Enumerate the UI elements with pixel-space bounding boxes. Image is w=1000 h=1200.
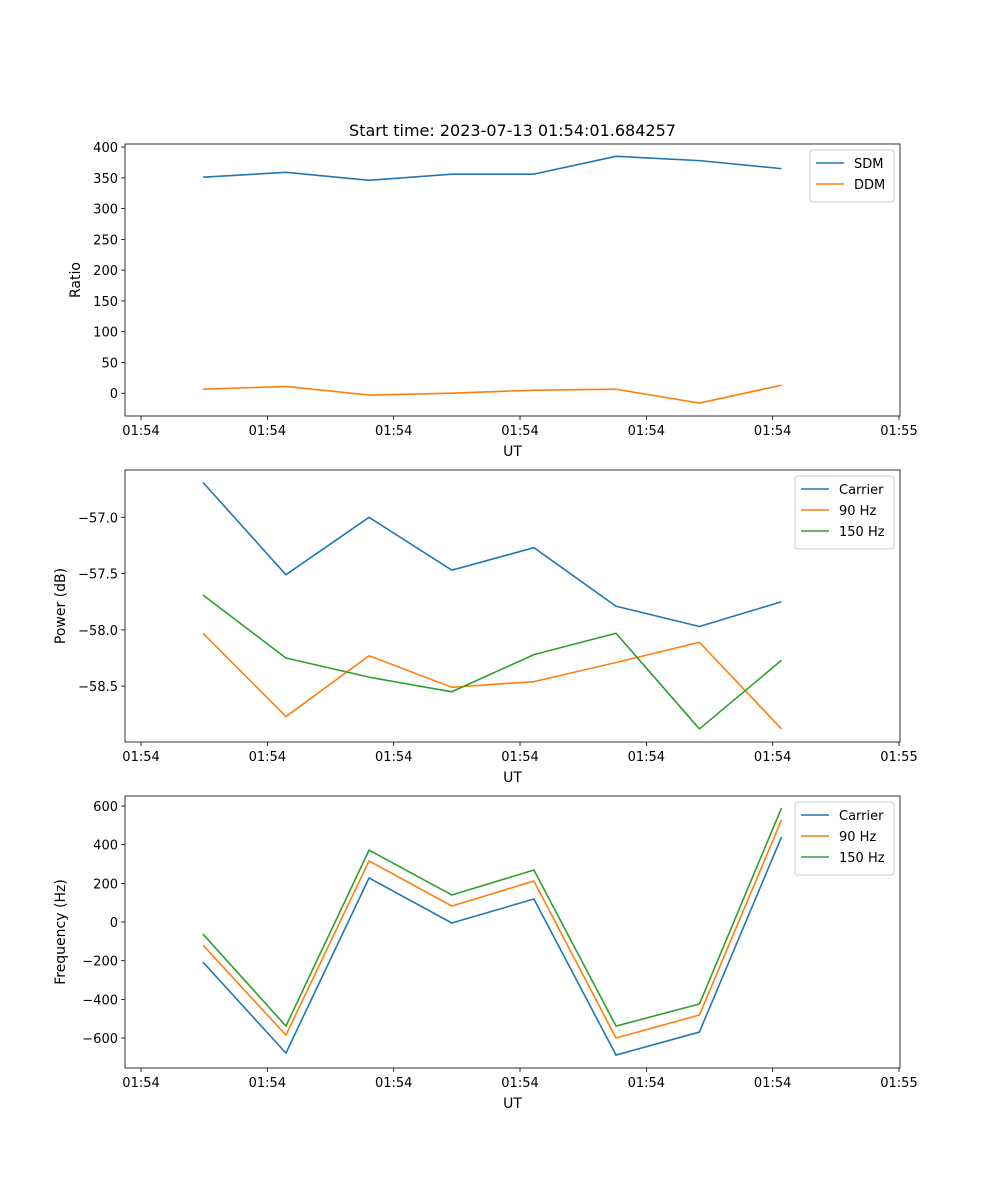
y-tick-label: 100	[93, 326, 118, 341]
series-line-ddm	[202, 384, 782, 404]
y-tick-label: −600	[82, 1032, 118, 1047]
y-tick-label: −58.5	[78, 680, 118, 695]
y-tick-label: −200	[82, 955, 118, 970]
y-tick-label: 400	[93, 141, 118, 156]
axes-frame	[124, 143, 901, 417]
axes-frame	[124, 469, 901, 743]
x-tick-label: 01:54	[628, 424, 665, 439]
subplot-2: 01:54 01:54 01:54 01:54 01:54 01:54 01:55 −57.0…	[53, 469, 918, 786]
x-tick-label: 01:54	[754, 1076, 791, 1091]
x-tick-label: 01:54	[754, 424, 791, 439]
subplot-3: 01:54 01:54 01:54 01:54 01:54 01:54 01:55 −600 −…	[53, 795, 918, 1112]
series-line-sdm	[202, 155, 782, 182]
x-tick-label: 01:54	[754, 750, 791, 765]
x-axis-label: UT	[503, 1096, 522, 1112]
legend-label: DDM	[854, 178, 885, 193]
legend-label: SDM	[854, 157, 883, 172]
x-tick-label: 01:54	[501, 424, 538, 439]
x-tick-label: 01:55	[880, 424, 917, 439]
y-tick-label: 50	[101, 356, 118, 371]
y-tick-label: 0	[110, 916, 118, 931]
x-tick-label: 01:55	[880, 750, 917, 765]
y-axis-label: Frequency (Hz)	[53, 879, 69, 985]
y-tick-label: 200	[93, 264, 118, 279]
legend-label: Carrier	[839, 483, 884, 498]
axes-frame	[124, 795, 901, 1069]
x-tick-label: 01:54	[501, 750, 538, 765]
legend-label: 150 Hz	[839, 525, 885, 540]
y-tick-label: −57.5	[78, 568, 118, 583]
series-line-carrier	[202, 836, 783, 1056]
legend: Carrier 90 Hz 150 Hz	[794, 801, 895, 876]
x-tick-label: 01:54	[375, 424, 412, 439]
series-line-150-hz	[202, 594, 783, 730]
y-tick-label: 0	[110, 387, 118, 402]
y-tick-label: 400	[93, 839, 118, 854]
series-line-90-hz	[202, 632, 783, 730]
legend-label: 150 Hz	[839, 851, 885, 866]
y-tick-label: 350	[93, 172, 118, 187]
y-tick-label: 200	[93, 877, 118, 892]
y-tick-label: 600	[93, 800, 118, 815]
x-tick-label: 01:54	[375, 1076, 412, 1091]
legend-label: 90 Hz	[839, 504, 876, 519]
subplot-1: Start time: 2023-07-13 01:54:01.68425701…	[68, 121, 918, 460]
chart-title: Start time: 2023-07-13 01:54:01.684257	[349, 121, 676, 140]
y-tick-label: 150	[93, 295, 118, 310]
y-tick-label: 250	[93, 233, 118, 248]
x-tick-label: 01:54	[628, 1076, 665, 1091]
legend-label: 90 Hz	[839, 830, 876, 845]
legend-label: Carrier	[839, 809, 884, 824]
series-line-carrier	[202, 481, 782, 628]
y-axis-label: Power (dB)	[53, 568, 69, 644]
y-tick-label: −57.0	[78, 511, 118, 526]
x-tick-label: 01:54	[375, 750, 412, 765]
y-tick-label: 300	[93, 203, 118, 218]
series-line-90-hz	[202, 819, 783, 1039]
x-tick-label: 01:54	[501, 1076, 538, 1091]
series-line-150-hz	[202, 807, 783, 1027]
x-tick-label: 01:54	[249, 1076, 286, 1091]
legend: SDM DDM	[809, 149, 895, 203]
y-tick-label: −58.0	[78, 624, 118, 639]
legend: Carrier 90 Hz 150 Hz	[794, 475, 895, 550]
x-tick-label: 01:54	[249, 424, 286, 439]
x-tick-label: 01:54	[122, 750, 159, 765]
x-tick-label: 01:55	[880, 1076, 917, 1091]
x-tick-label: 01:54	[628, 750, 665, 765]
x-axis-label: UT	[503, 444, 522, 460]
x-tick-label: 01:54	[122, 1076, 159, 1091]
x-tick-label: 01:54	[249, 750, 286, 765]
y-tick-label: −400	[82, 993, 118, 1008]
x-tick-label: 01:54	[122, 424, 159, 439]
x-axis-label: UT	[503, 770, 522, 786]
y-axis-label: Ratio	[68, 262, 84, 298]
